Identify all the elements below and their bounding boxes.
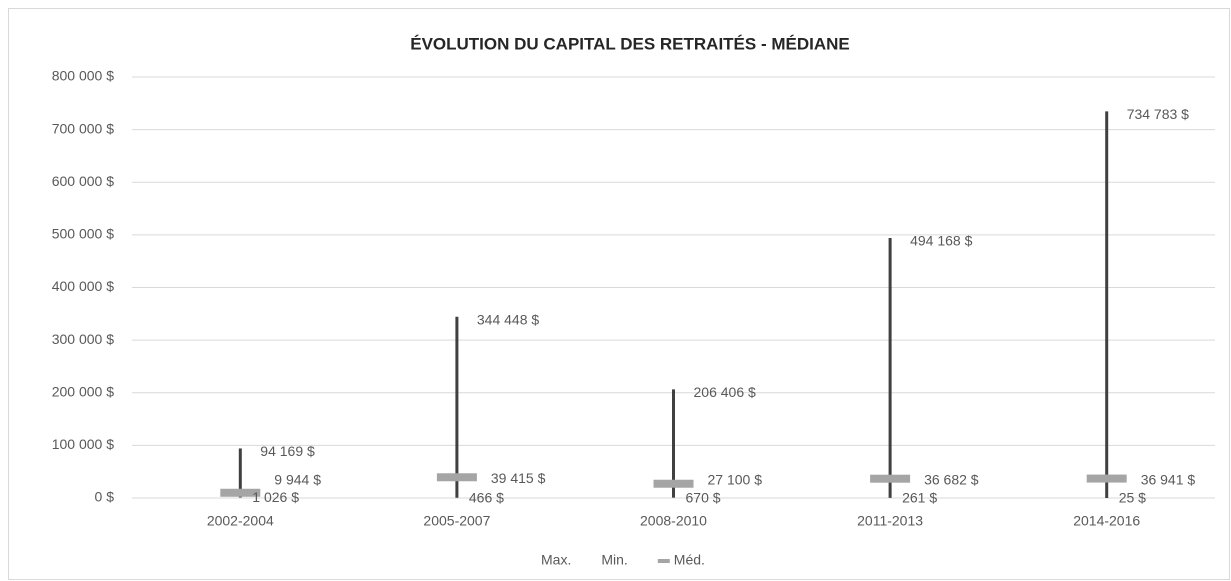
legend-label: Max. bbox=[541, 552, 571, 568]
max-label: 94 169 $ bbox=[260, 443, 315, 459]
median-bar bbox=[436, 473, 477, 482]
median-label: 39 415 $ bbox=[491, 470, 546, 486]
max-label: 206 406 $ bbox=[694, 384, 756, 400]
min-label: 1 026 $ bbox=[252, 489, 299, 505]
median-label: 36 682 $ bbox=[924, 471, 979, 487]
y-tick-label: 800 000 $ bbox=[52, 68, 114, 84]
y-tick-label: 400 000 $ bbox=[52, 278, 114, 294]
median-bar bbox=[653, 479, 694, 488]
y-tick-label: 700 000 $ bbox=[52, 120, 114, 136]
x-tick-label: 2002-2004 bbox=[207, 513, 274, 529]
min-label: 466 $ bbox=[469, 489, 504, 505]
median-label: 9 944 $ bbox=[274, 472, 321, 488]
max-label: 734 783 $ bbox=[1127, 106, 1189, 122]
max-label: 494 168 $ bbox=[910, 233, 972, 249]
legend-label: Méd. bbox=[674, 552, 705, 568]
max-label: 344 448 $ bbox=[477, 311, 539, 327]
y-tick-label: 0 $ bbox=[95, 489, 115, 505]
chart-border bbox=[8, 8, 1230, 580]
median-bar bbox=[220, 488, 261, 497]
y-tick-label: 100 000 $ bbox=[52, 436, 114, 452]
x-tick-label: 2011-2013 bbox=[857, 513, 923, 529]
median-bar bbox=[870, 474, 911, 483]
x-tick-label: 2005-2007 bbox=[423, 513, 490, 529]
x-tick-label: 2014-2016 bbox=[1073, 513, 1140, 529]
x-tick-label: 2008-2010 bbox=[640, 513, 707, 529]
y-tick-label: 600 000 $ bbox=[52, 173, 114, 189]
min-label: 670 $ bbox=[686, 489, 721, 505]
min-label: 261 $ bbox=[902, 490, 937, 506]
legend-label: Min. bbox=[601, 552, 627, 568]
median-bar bbox=[1086, 474, 1127, 483]
chart-title: ÉVOLUTION DU CAPITAL DES RETRAITÉS - MÉD… bbox=[410, 34, 850, 53]
median-label: 27 100 $ bbox=[708, 472, 763, 488]
y-tick-label: 200 000 $ bbox=[52, 383, 114, 399]
y-tick-label: 500 000 $ bbox=[52, 226, 114, 242]
y-tick-label: 300 000 $ bbox=[52, 331, 114, 347]
median-label: 36 941 $ bbox=[1141, 471, 1196, 487]
min-label: 25 $ bbox=[1119, 490, 1146, 506]
